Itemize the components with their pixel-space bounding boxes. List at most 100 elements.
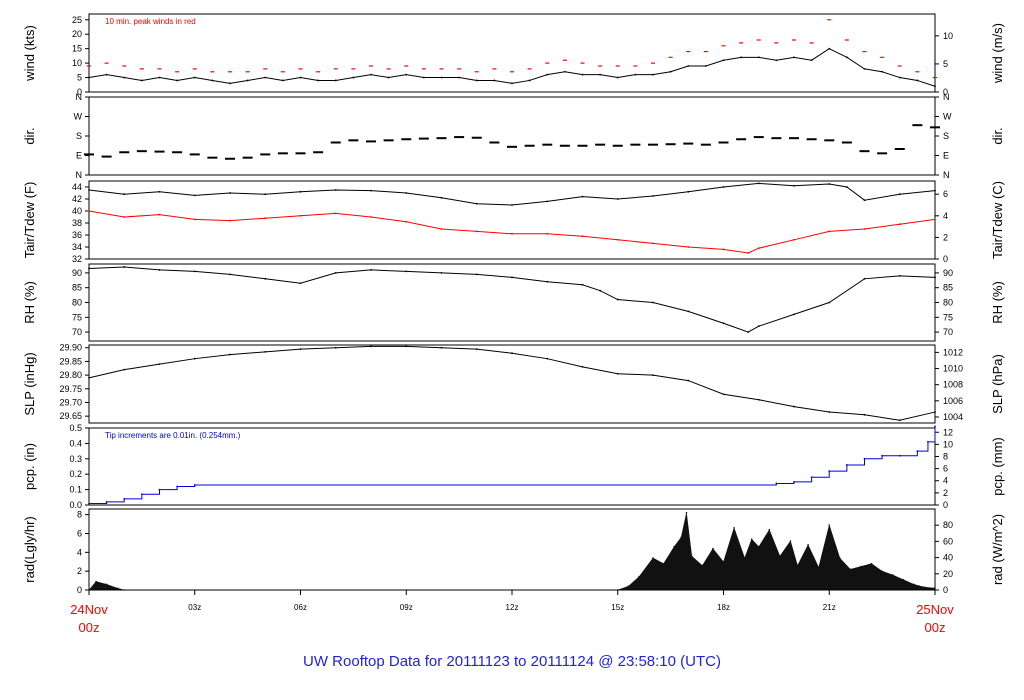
data-point [88, 210, 90, 212]
data-point [722, 248, 725, 251]
data-point [796, 564, 799, 567]
data-point [828, 411, 831, 413]
data-point [559, 144, 570, 147]
y-tick-label-right: 60 [943, 536, 953, 546]
data-point [595, 143, 606, 146]
data-point [828, 470, 831, 473]
y-tick-label: 0.3 [69, 454, 82, 464]
data-point [493, 79, 496, 82]
data-point [683, 142, 694, 145]
y-tick-label-right: 4 [943, 211, 948, 221]
y-tick-label-right: 20 [943, 569, 953, 579]
y-tick-label: N [76, 92, 83, 102]
panel-annotation: 10 min. peak winds in red [105, 17, 196, 26]
data-point [299, 282, 302, 285]
data-point [242, 156, 253, 159]
data-point [123, 497, 126, 500]
panel-rh: 70 75 80 85 90 70 75 80 85 90 RH (%) RH (%) [22, 263, 1005, 342]
data-point [789, 137, 799, 140]
panel-frame [88, 427, 936, 506]
data-point [652, 73, 654, 76]
data-point [511, 352, 513, 355]
data-point [652, 374, 654, 377]
data-point [454, 136, 465, 139]
y-tick-label-right: 1008 [943, 380, 963, 390]
data-point [511, 276, 513, 279]
data-point [189, 153, 200, 156]
y-tick-label-right: 10 [943, 439, 953, 449]
data-point [757, 545, 760, 548]
data-point [898, 76, 901, 79]
data-point [757, 398, 760, 401]
data-point [616, 76, 619, 79]
data-point [405, 192, 408, 194]
data-point [383, 139, 394, 142]
data-point [652, 301, 654, 304]
data-point [264, 277, 267, 280]
panel-temp: 32 34 36 38 40 42 44 0 2 4 6 Tair/Tdew (F) Tair/Tdew… [22, 180, 1005, 264]
y-tick-label-right: 1004 [943, 412, 963, 422]
y-axis-label: RH (%) [22, 281, 37, 324]
y-axis-label-right: Tair/Tdew (C) [990, 181, 1005, 259]
y-tick-label: 0.4 [69, 438, 82, 448]
data-point [733, 527, 735, 529]
data-point [119, 151, 130, 154]
series-pcp-0 [89, 426, 936, 504]
data-point [912, 124, 923, 127]
data-point [863, 457, 866, 460]
x-tick-label: 15z [611, 603, 624, 612]
data-point [295, 152, 306, 155]
y-tick-label: W [74, 112, 83, 122]
data-point [193, 218, 196, 221]
data-point [757, 182, 760, 185]
data-point [123, 266, 126, 268]
data-point [105, 73, 108, 76]
x-tick-label: 12z [506, 603, 519, 612]
series-rad-0 [88, 512, 936, 591]
data-point [401, 138, 412, 141]
data-point [281, 79, 284, 82]
data-point [898, 274, 901, 277]
y-axis-label-right: RH (%) [990, 281, 1005, 324]
data-point [158, 190, 161, 193]
data-point [863, 228, 866, 230]
data-point [806, 138, 817, 141]
data-point [511, 82, 513, 85]
data-point [923, 586, 926, 588]
data-point [440, 196, 443, 199]
data-point [638, 576, 640, 578]
data-point [370, 73, 372, 76]
y-tick-label-right: N [943, 92, 950, 102]
y-tick-label: 10 [72, 58, 82, 68]
data-point [116, 587, 118, 589]
data-point [546, 232, 549, 235]
data-point [334, 346, 337, 349]
y-tick-label: 34 [72, 242, 82, 252]
y-tick-label: 75 [72, 312, 82, 322]
data-point [348, 139, 359, 142]
data-point [475, 79, 478, 82]
y-axis-label: SLP (inHg) [22, 352, 37, 415]
y-tick-label-right: 90 [943, 268, 953, 278]
data-point [599, 289, 602, 292]
data-point [616, 298, 619, 301]
y-axis-label-right: rad (W/m^2) [990, 514, 1005, 585]
y-tick-label: 38 [72, 218, 82, 228]
y-tick-label: N [76, 170, 83, 180]
data-point [563, 70, 566, 73]
data-point [193, 194, 196, 197]
y-tick-label: E [76, 151, 82, 161]
data-point [581, 73, 584, 76]
y-axis-label: wind (kts) [22, 25, 37, 82]
data-point [511, 204, 513, 206]
data-point [863, 199, 866, 202]
data-point [881, 570, 883, 572]
data-point [246, 79, 249, 82]
data-point [387, 76, 390, 79]
data-point [101, 155, 112, 158]
y-tick-label: 32 [72, 254, 82, 264]
data-point [436, 137, 447, 140]
data-point [898, 193, 901, 196]
data-point [440, 76, 443, 79]
